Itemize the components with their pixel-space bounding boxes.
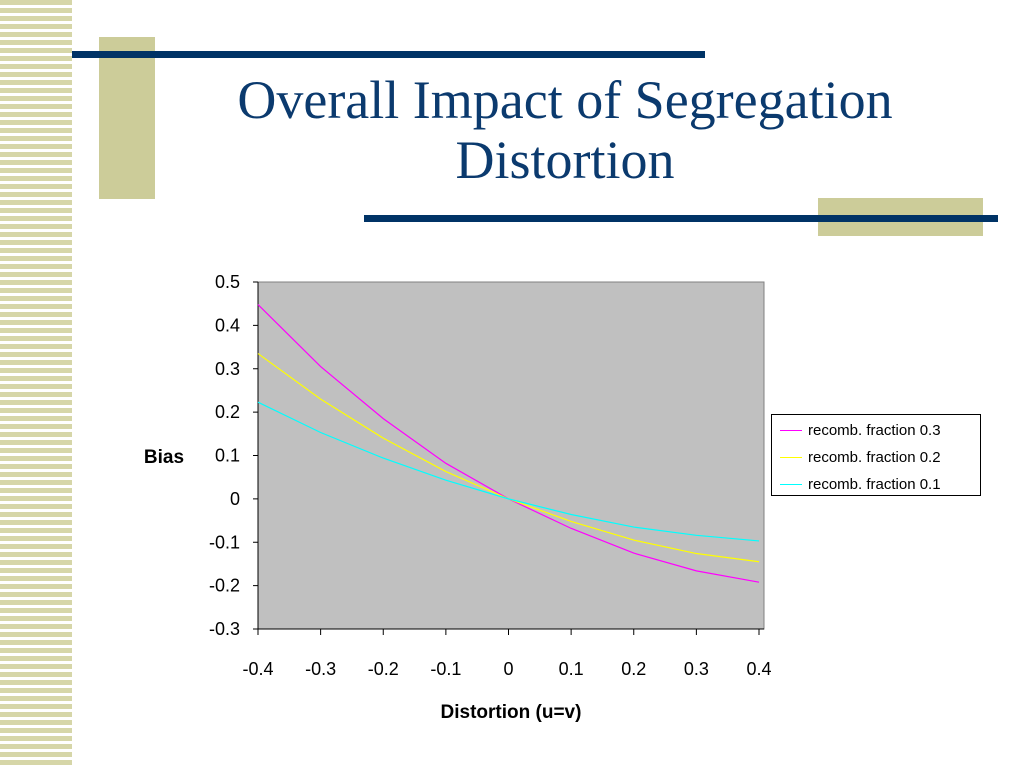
title-bottom-bar	[364, 215, 998, 222]
x-tick-label: 0.2	[621, 659, 646, 679]
x-tick-label: -0.1	[430, 659, 461, 679]
x-axis-title: Distortion (u=v)	[441, 702, 582, 723]
legend-label: recomb. fraction 0.1	[808, 475, 941, 493]
y-tick-label: 0.3	[215, 359, 240, 379]
y-tick-label: 0.2	[215, 402, 240, 422]
y-tick-label: 0.5	[215, 272, 240, 292]
legend-label: recomb. fraction 0.2	[808, 448, 941, 466]
title-accent-block	[99, 37, 155, 199]
chart-legend: recomb. fraction 0.3 recomb. fraction 0.2…	[771, 414, 981, 496]
x-tick-label: -0.2	[368, 659, 399, 679]
legend-swatch	[780, 429, 802, 431]
y-tick-label: 0.4	[215, 315, 240, 335]
legend-label: recomb. fraction 0.3	[808, 421, 941, 439]
x-tick-label: 0	[503, 659, 513, 679]
legend-swatch	[780, 456, 802, 458]
legend-item: recomb. fraction 0.3	[780, 420, 941, 440]
legend-swatch	[780, 483, 802, 485]
x-tick-label: 0.4	[746, 659, 771, 679]
x-tick-label: -0.3	[305, 659, 336, 679]
title-top-bar	[72, 51, 705, 58]
slide-title: Overall Impact of Segregation Distortion	[237, 70, 893, 190]
x-tick-label: 0.3	[684, 659, 709, 679]
y-axis-title: Bias	[144, 447, 184, 468]
y-tick-label: -0.1	[209, 532, 240, 552]
y-tick-label: -0.2	[209, 576, 240, 596]
y-tick-label: 0	[230, 489, 240, 509]
x-tick-label: 0.1	[559, 659, 584, 679]
x-tick-label: -0.4	[242, 659, 273, 679]
left-stripe-decoration	[0, 0, 72, 768]
y-tick-label: 0.1	[215, 446, 240, 466]
legend-item: recomb. fraction 0.2	[780, 447, 941, 467]
y-tick-label: -0.3	[209, 619, 240, 639]
series-line-3	[257, 401, 760, 542]
plot-area	[257, 281, 765, 630]
legend-item: recomb. fraction 0.1	[780, 474, 941, 494]
